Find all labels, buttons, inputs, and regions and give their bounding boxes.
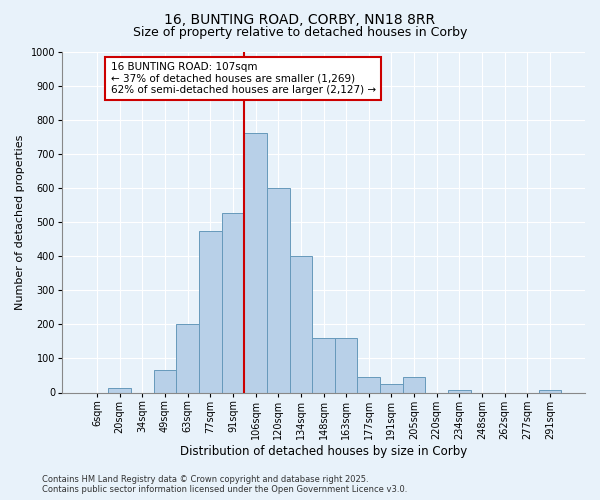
- Text: 16 BUNTING ROAD: 107sqm
← 37% of detached houses are smaller (1,269)
62% of semi: 16 BUNTING ROAD: 107sqm ← 37% of detache…: [110, 62, 376, 95]
- Bar: [199, 230, 221, 392]
- Text: 16, BUNTING ROAD, CORBY, NN18 8RR: 16, BUNTING ROAD, CORBY, NN18 8RR: [164, 12, 436, 26]
- Text: Contains public sector information licensed under the Open Government Licence v3: Contains public sector information licen…: [42, 485, 407, 494]
- Bar: [448, 390, 470, 392]
- Bar: [109, 388, 131, 392]
- Text: Contains HM Land Registry data © Crown copyright and database right 2025.: Contains HM Land Registry data © Crown c…: [42, 475, 368, 484]
- Bar: [403, 377, 425, 392]
- Bar: [380, 384, 403, 392]
- Bar: [176, 324, 199, 392]
- Bar: [312, 338, 335, 392]
- Bar: [290, 256, 312, 392]
- Bar: [221, 214, 244, 392]
- Bar: [358, 377, 380, 392]
- Bar: [335, 338, 358, 392]
- Bar: [244, 134, 267, 392]
- Bar: [267, 188, 290, 392]
- Bar: [539, 390, 561, 392]
- Y-axis label: Number of detached properties: Number of detached properties: [15, 134, 25, 310]
- X-axis label: Distribution of detached houses by size in Corby: Distribution of detached houses by size …: [180, 444, 467, 458]
- Bar: [154, 370, 176, 392]
- Text: Size of property relative to detached houses in Corby: Size of property relative to detached ho…: [133, 26, 467, 39]
